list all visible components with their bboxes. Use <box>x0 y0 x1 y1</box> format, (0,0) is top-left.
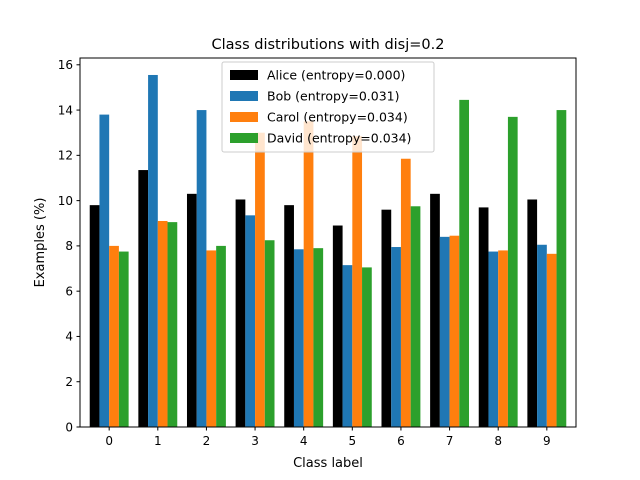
bar-3-4 <box>313 248 324 427</box>
x-tick-label: 3 <box>251 434 259 448</box>
bar-0-8 <box>478 207 489 427</box>
bar-2-7 <box>449 235 460 427</box>
bar-1-5 <box>342 265 353 427</box>
legend-label-1: Bob (entropy=0.031) <box>267 89 400 104</box>
bar-1-7 <box>439 236 450 427</box>
x-tick-label: 4 <box>300 434 308 448</box>
bar-3-1 <box>167 222 178 427</box>
bar-3-5 <box>362 267 372 427</box>
bar-3-3 <box>264 240 275 427</box>
bar-3-7 <box>459 99 470 427</box>
bar-2-4 <box>303 121 314 427</box>
bar-0-0 <box>89 205 100 427</box>
y-axis-ticks: 0 2 4 6 8 10 12 14 16 <box>58 58 80 434</box>
y-axis-label: Examples (%) <box>33 198 48 288</box>
x-tick-label: 0 <box>105 434 113 448</box>
legend-label-0: Alice (entropy=0.000) <box>267 68 405 83</box>
x-tick-label: 6 <box>397 434 405 448</box>
bar-1-8 <box>488 251 499 427</box>
bar-2-0 <box>109 245 119 427</box>
x-axis-label: Class label <box>293 456 363 471</box>
bar-1-0 <box>99 114 110 427</box>
y-tick-label: 0 <box>65 420 73 434</box>
y-tick-label: 4 <box>65 330 73 344</box>
bar-0-4 <box>284 205 294 427</box>
bar-0-9 <box>527 199 538 427</box>
bar-3-8 <box>507 116 518 428</box>
bar-1-1 <box>148 74 158 428</box>
bar-2-1 <box>157 220 168 427</box>
x-tick-label: 9 <box>543 434 551 448</box>
bar-2-8 <box>498 250 508 427</box>
bar-3-6 <box>410 206 421 427</box>
x-tick-label: 7 <box>446 434 454 448</box>
bar-0-6 <box>381 209 392 427</box>
bar-2-2 <box>206 250 217 427</box>
legend-swatch-2 <box>230 112 258 122</box>
bar-3-2 <box>216 245 226 427</box>
bar-0-7 <box>430 193 440 427</box>
x-tick-label: 1 <box>154 434 162 448</box>
legend-swatch-3 <box>230 133 258 143</box>
bars-group <box>89 74 567 428</box>
bar-1-4 <box>293 249 304 427</box>
y-tick-label: 10 <box>58 194 73 208</box>
x-tick-label: 5 <box>348 434 356 448</box>
plot-frame <box>79 57 577 428</box>
legend-box <box>221 61 435 153</box>
y-tick-label: 8 <box>65 239 73 253</box>
bar-2-6 <box>400 158 411 427</box>
x-tick-label: 2 <box>203 434 211 448</box>
bar-0-1 <box>138 170 149 427</box>
x-tick-label: 8 <box>494 434 502 448</box>
y-tick-label: 16 <box>58 58 73 72</box>
legend-swatch-0 <box>230 70 258 80</box>
bar-3-9 <box>556 110 567 428</box>
bar-0-5 <box>332 225 343 427</box>
bar-1-9 <box>537 244 547 427</box>
bar-3-0 <box>118 251 129 427</box>
bar-1-2 <box>196 110 207 428</box>
y-tick-label: 12 <box>58 149 73 163</box>
bar-1-3 <box>245 215 256 427</box>
bar-1-6 <box>391 247 401 427</box>
y-tick-label: 2 <box>65 375 73 389</box>
legend-label-3: David (entropy=0.034) <box>267 131 411 146</box>
bar-2-9 <box>546 253 557 427</box>
chart-title: Class distributions with disj=0.2 <box>212 37 445 53</box>
bar-2-5 <box>352 136 363 427</box>
legend-swatch-1 <box>230 91 258 101</box>
legend: Alice (entropy=0.000) Bob (entropy=0.031)… <box>221 61 435 153</box>
x-axis-ticks: 0 1 2 3 4 5 6 7 8 9 <box>105 427 551 448</box>
legend-label-2: Carol (entropy=0.034) <box>267 110 408 125</box>
bar-0-2 <box>186 193 197 427</box>
y-tick-label: 14 <box>58 103 73 117</box>
bar-0-3 <box>235 199 246 427</box>
bar-2-3 <box>255 132 265 428</box>
y-tick-label: 6 <box>65 284 73 298</box>
